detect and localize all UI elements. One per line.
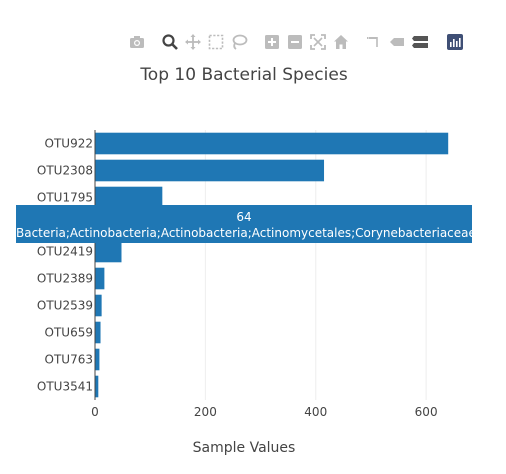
x-axis-ticks: 0 200 400 600 xyxy=(91,405,437,419)
bar-otu922[interactable] xyxy=(95,132,449,155)
bar-otu2539[interactable] xyxy=(95,294,102,317)
hover-value: 64 xyxy=(236,210,252,224)
zoom-icon[interactable] xyxy=(161,33,179,51)
spike-lines-icon[interactable] xyxy=(365,33,383,51)
y-tick-label: OTU659 xyxy=(45,326,93,340)
y-tick-label: OTU2308 xyxy=(37,164,93,178)
bar-otu659[interactable] xyxy=(95,321,101,344)
lasso-select-icon[interactable] xyxy=(230,33,248,51)
autoscale-icon[interactable] xyxy=(309,33,327,51)
chart-title: Top 10 Bacterial Species xyxy=(139,65,348,85)
y-tick-label: OTU3541 xyxy=(37,380,93,394)
y-tick-label: OTU2389 xyxy=(37,272,93,286)
y-tick-label: OTU2419 xyxy=(37,245,93,259)
modebar xyxy=(128,33,473,51)
y-tick-label: OTU763 xyxy=(45,353,93,367)
y-tick-label: OTU922 xyxy=(45,137,93,151)
x-tick-label: 600 xyxy=(415,405,438,419)
plotly-logo-icon[interactable] xyxy=(446,33,464,51)
bar-otu2308[interactable] xyxy=(95,159,325,182)
bars xyxy=(95,132,449,398)
x-axis-title: Sample Values xyxy=(193,440,296,456)
bar-otu2419[interactable] xyxy=(95,240,122,263)
hover-closest-icon[interactable] xyxy=(388,33,406,51)
hover-text: Bacteria;Actinobacteria;Actinobacteria;A… xyxy=(16,226,472,240)
zoom-out-icon[interactable] xyxy=(286,33,304,51)
y-tick-label: OTU2539 xyxy=(37,299,93,313)
camera-icon[interactable] xyxy=(128,33,146,51)
zoom-in-icon[interactable] xyxy=(263,33,281,51)
y-axis-ticks: OTU922OTU2308OTU1795OTU944OTU2419OTU2389… xyxy=(37,137,93,394)
box-select-icon[interactable] xyxy=(207,33,225,51)
y-tick-label: OTU1795 xyxy=(37,191,93,205)
x-tick-label: 400 xyxy=(304,405,327,419)
bar-otu1795[interactable] xyxy=(95,186,163,209)
reset-axes-icon[interactable] xyxy=(332,33,350,51)
x-tick-label: 0 xyxy=(91,405,99,419)
hover-compare-icon[interactable] xyxy=(411,33,429,51)
x-tick-label: 200 xyxy=(194,405,217,419)
pan-icon[interactable] xyxy=(184,33,202,51)
bar-otu2389[interactable] xyxy=(95,267,105,290)
bar-otu763[interactable] xyxy=(95,348,100,371)
bar-otu3541[interactable] xyxy=(95,375,99,398)
hover-label: 64 Bacteria;Actinobacteria;Actinobacteri… xyxy=(16,205,472,243)
